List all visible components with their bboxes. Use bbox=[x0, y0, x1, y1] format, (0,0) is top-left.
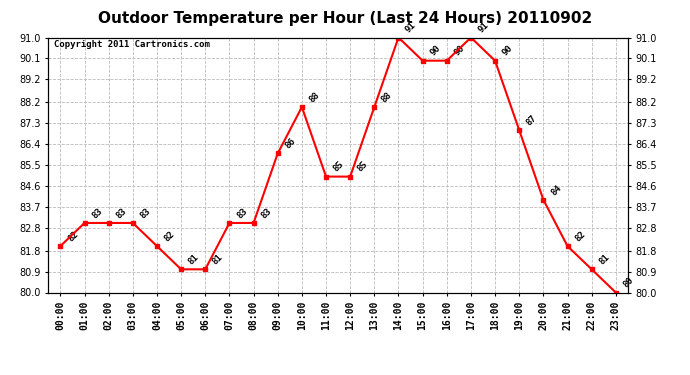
Text: 91: 91 bbox=[477, 21, 491, 35]
Text: 90: 90 bbox=[453, 44, 466, 58]
Text: 86: 86 bbox=[284, 136, 297, 151]
Text: 81: 81 bbox=[598, 253, 611, 267]
Text: 82: 82 bbox=[573, 230, 587, 243]
Text: 83: 83 bbox=[90, 206, 104, 220]
Text: 84: 84 bbox=[549, 183, 563, 197]
Text: 83: 83 bbox=[139, 206, 152, 220]
Text: 82: 82 bbox=[163, 230, 177, 243]
Text: 80: 80 bbox=[622, 276, 635, 290]
Text: 88: 88 bbox=[380, 90, 394, 104]
Text: 83: 83 bbox=[235, 206, 249, 220]
Text: 83: 83 bbox=[259, 206, 273, 220]
Text: 90: 90 bbox=[428, 44, 442, 58]
Text: 87: 87 bbox=[525, 114, 539, 128]
Text: Outdoor Temperature per Hour (Last 24 Hours) 20110902: Outdoor Temperature per Hour (Last 24 Ho… bbox=[98, 11, 592, 26]
Text: 90: 90 bbox=[501, 44, 515, 58]
Text: Copyright 2011 Cartronics.com: Copyright 2011 Cartronics.com bbox=[54, 40, 210, 49]
Text: 91: 91 bbox=[404, 21, 418, 35]
Text: 83: 83 bbox=[115, 206, 128, 220]
Text: 81: 81 bbox=[187, 253, 201, 267]
Text: 85: 85 bbox=[356, 160, 370, 174]
Text: 85: 85 bbox=[332, 160, 346, 174]
Text: 82: 82 bbox=[66, 230, 80, 243]
Text: 81: 81 bbox=[211, 253, 225, 267]
Text: 88: 88 bbox=[308, 90, 322, 104]
